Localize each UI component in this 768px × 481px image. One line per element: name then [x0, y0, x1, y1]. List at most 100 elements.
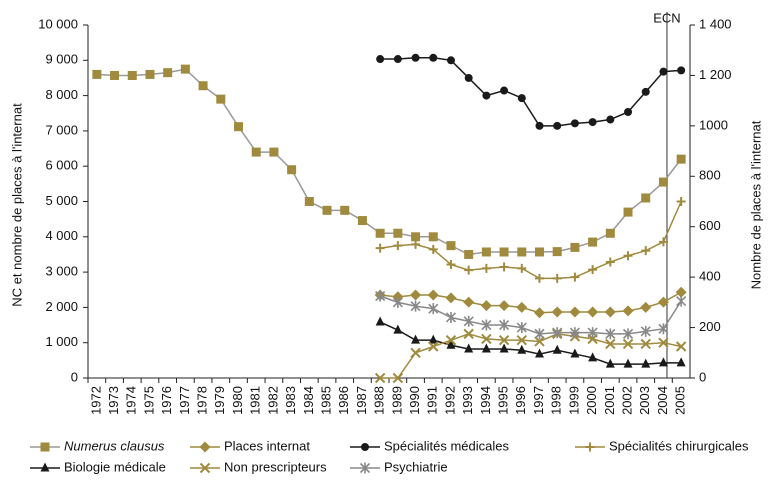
- x-tick-label: 1999: [566, 386, 581, 415]
- y-tick-label: 6 000: [45, 158, 78, 173]
- data-point: [517, 344, 527, 354]
- x-tick-label: 1973: [106, 386, 121, 415]
- data-point: [251, 147, 261, 157]
- data-point: [411, 232, 421, 242]
- data-point: [622, 328, 634, 340]
- data-point: [481, 247, 491, 257]
- data-point: [464, 265, 474, 275]
- x-tick-label: 1994: [478, 386, 493, 415]
- data-point: [516, 301, 528, 313]
- data-point: [623, 207, 633, 217]
- data-point: [516, 322, 527, 334]
- data-point: [428, 232, 438, 242]
- data-point: [676, 154, 686, 164]
- data-point: [535, 121, 544, 130]
- data-point: [657, 296, 669, 308]
- data-point: [446, 260, 456, 270]
- data-point: [553, 121, 562, 130]
- data-point: [499, 319, 510, 331]
- data-point: [463, 296, 475, 308]
- y-axis-title: NC et nombre de places à l'internat: [9, 103, 24, 307]
- x-tick-label: 1974: [124, 386, 139, 415]
- data-point: [374, 372, 386, 384]
- x-tick-label: 1995: [496, 386, 511, 415]
- legend-marker: [359, 462, 371, 474]
- y-tick-label: 10 000: [38, 16, 78, 31]
- x-tick-label: 2005: [673, 386, 688, 415]
- data-point: [427, 289, 439, 301]
- data-point: [604, 306, 616, 318]
- legend-label: Biologie médicale: [64, 459, 166, 474]
- x-tick-label: 1998: [549, 386, 564, 415]
- data-point: [392, 372, 404, 384]
- data-point: [429, 53, 438, 62]
- data-point: [287, 165, 297, 175]
- series-line: [96, 68, 682, 256]
- data-point: [658, 323, 669, 335]
- data-point: [393, 55, 402, 64]
- data-point: [375, 228, 385, 238]
- data-point: [675, 286, 687, 298]
- data-point: [658, 357, 668, 367]
- x-tick-label: 2001: [602, 386, 617, 415]
- data-point: [357, 216, 367, 226]
- data-point: [641, 193, 651, 203]
- legend-label: Spécialités médicales: [384, 438, 510, 453]
- x-tick-label: 1981: [248, 386, 263, 415]
- series-line: [380, 333, 682, 379]
- x-tick-label: 1984: [301, 386, 316, 415]
- data-point: [481, 333, 492, 345]
- data-point: [411, 334, 421, 344]
- data-point: [570, 272, 580, 282]
- x-tick-label: 1980: [230, 386, 245, 415]
- data-point: [534, 336, 545, 347]
- data-point: [675, 341, 687, 352]
- y-tick-label: 4 000: [45, 228, 78, 243]
- data-point: [605, 338, 616, 350]
- data-point: [376, 55, 385, 64]
- data-point: [622, 305, 634, 317]
- legend-marker: [585, 442, 595, 452]
- x-tick-label: 1978: [195, 386, 210, 415]
- y-tick-label: 9 000: [45, 52, 78, 67]
- y2-tick-label: 600: [699, 218, 721, 233]
- data-point: [658, 177, 668, 187]
- data-point: [92, 69, 102, 79]
- data-point: [588, 118, 597, 127]
- data-point: [588, 265, 598, 275]
- data-point: [499, 262, 509, 272]
- series-line: [379, 295, 682, 335]
- data-point: [411, 239, 421, 249]
- data-point: [605, 358, 615, 368]
- data-point: [659, 67, 668, 76]
- data-point: [499, 343, 509, 353]
- y-tick-label: 2 000: [45, 299, 78, 314]
- x-tick-label: 1990: [407, 386, 422, 415]
- x-tick-label: 1989: [389, 386, 404, 415]
- data-point: [640, 301, 652, 313]
- data-point: [552, 247, 562, 257]
- data-point: [110, 70, 120, 80]
- data-point: [428, 341, 439, 352]
- data-point: [322, 205, 332, 215]
- data-point: [605, 228, 615, 238]
- y2-tick-label: 0: [699, 369, 706, 384]
- x-tick-label: 1997: [531, 386, 546, 415]
- data-point: [464, 73, 473, 82]
- data-point: [624, 107, 633, 116]
- data-point: [216, 94, 226, 104]
- x-tick-label: 1988: [372, 386, 387, 415]
- x-tick-label: 2003: [637, 386, 652, 415]
- data-point: [198, 81, 208, 91]
- data-point: [534, 307, 545, 319]
- data-point: [676, 357, 686, 367]
- series-line: [380, 201, 682, 280]
- y2-tick-label: 1 400: [699, 16, 732, 31]
- x-tick-label: 1982: [265, 386, 280, 415]
- data-point: [411, 53, 420, 62]
- legend-marker: [40, 442, 50, 452]
- data-point: [463, 315, 474, 327]
- data-point: [393, 228, 403, 238]
- y-tick-label: 1 000: [45, 334, 78, 349]
- data-point: [535, 348, 544, 358]
